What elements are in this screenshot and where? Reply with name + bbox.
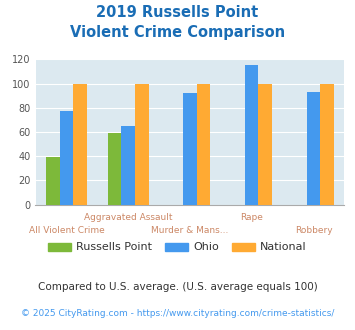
Text: Murder & Mans...: Murder & Mans... — [151, 226, 229, 235]
Bar — [60, 112, 73, 205]
Bar — [245, 65, 258, 205]
Text: Compared to U.S. average. (U.S. average equals 100): Compared to U.S. average. (U.S. average … — [38, 282, 317, 292]
Bar — [307, 92, 320, 205]
Text: All Violent Crime: All Violent Crime — [28, 226, 104, 235]
Text: Rape: Rape — [240, 213, 263, 222]
Bar — [46, 157, 60, 205]
Text: © 2025 CityRating.com - https://www.cityrating.com/crime-statistics/: © 2025 CityRating.com - https://www.city… — [21, 309, 334, 317]
Text: Robbery: Robbery — [295, 226, 332, 235]
Text: 2019 Russells Point: 2019 Russells Point — [96, 5, 259, 20]
Bar — [258, 83, 272, 205]
Legend: Russells Point, Ohio, National: Russells Point, Ohio, National — [44, 238, 311, 257]
Text: Violent Crime Comparison: Violent Crime Comparison — [70, 25, 285, 40]
Bar — [73, 83, 87, 205]
Bar — [183, 93, 197, 205]
Bar — [320, 83, 334, 205]
Bar — [197, 83, 210, 205]
Bar — [121, 126, 135, 205]
Bar — [108, 133, 121, 205]
Text: Aggravated Assault: Aggravated Assault — [84, 213, 173, 222]
Bar — [135, 83, 148, 205]
